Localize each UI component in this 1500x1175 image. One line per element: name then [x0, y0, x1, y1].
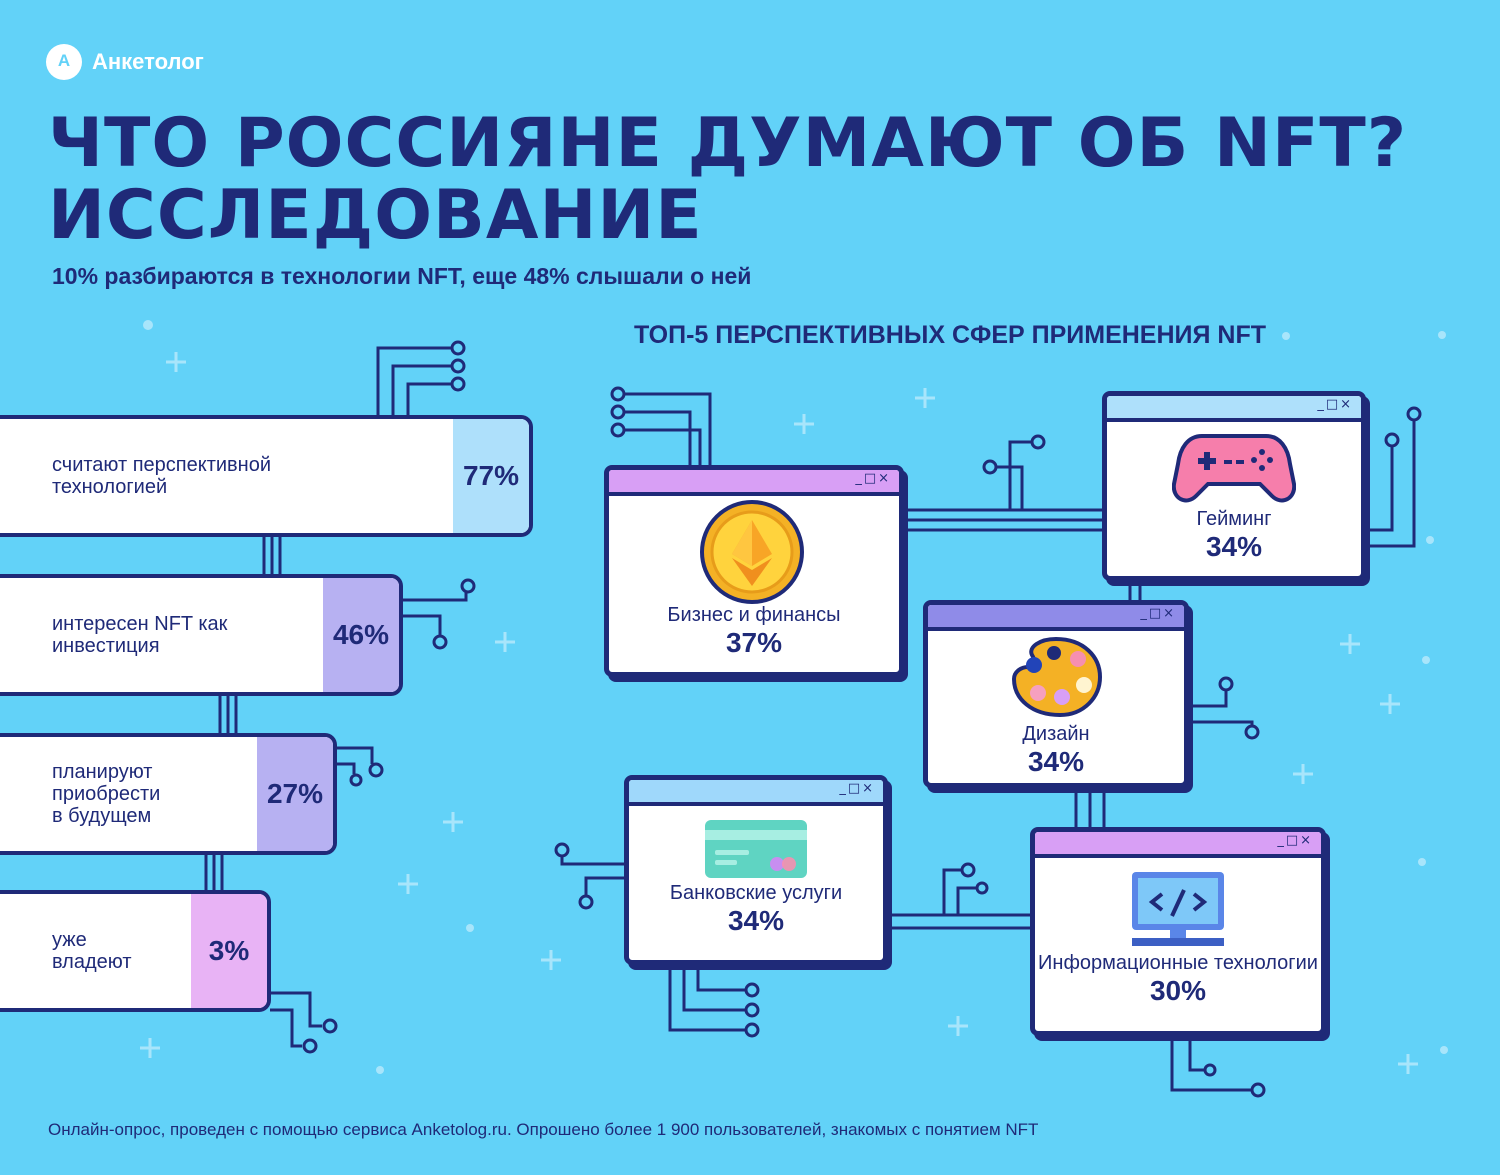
bar-label-line: владеют	[52, 951, 132, 973]
window-controls: _□×	[1140, 606, 1176, 621]
window-banking: _□× Банковские услуги 34%	[624, 775, 888, 965]
bar-label-line: считают перспективной	[52, 454, 272, 476]
window-value: 30%	[1149, 975, 1207, 1006]
window-body: Гейминг 34%	[1107, 422, 1361, 563]
bar-label: интересен NFT как инвестиция	[0, 578, 323, 692]
bar-value: 3%	[191, 894, 267, 1008]
brand: Анкетолог	[46, 44, 204, 80]
window-label: Дизайн	[1022, 723, 1090, 745]
bar-label-line: в будущем	[52, 805, 152, 827]
window-titlebar: _□×	[928, 605, 1184, 631]
bar-label-line: технологией	[52, 476, 168, 498]
window-controls: _□×	[1277, 833, 1313, 848]
window-titlebar: _□×	[609, 470, 899, 496]
title-line-2: ИССЛЕДОВАНИЕ	[48, 176, 703, 255]
bar-label-line: уже	[52, 929, 87, 951]
title-line-1: ЧТО РОССИЯНЕ ДУМАЮТ ОБ NFT?	[48, 104, 1408, 183]
subtitle: 10% разбираются в технологии NFT, еще 48…	[52, 263, 752, 289]
window-business-finance: _□× Бизнес и финансы 37%	[604, 465, 904, 677]
brand-name: Анкетолог	[92, 49, 204, 74]
bar-value: 77%	[453, 419, 529, 533]
bar-label: уже владеют	[0, 894, 191, 1008]
window-body: Бизнес и финансы 37%	[609, 496, 899, 659]
window-titlebar: _□×	[1035, 832, 1321, 858]
bar-value: 46%	[323, 578, 399, 692]
window-label: Информационные технологии	[1038, 952, 1318, 974]
window-value: 34%	[727, 905, 785, 936]
attitude-bar: считают перспективной технологией 77%	[0, 415, 533, 537]
window-label: Бизнес и финансы	[667, 604, 841, 626]
attitude-bar: уже владеют 3%	[0, 890, 271, 1012]
bar-label-line: приобрести	[52, 783, 161, 805]
window-body: Информационные технологии 30%	[1035, 858, 1321, 1007]
attitude-bar: планируют приобрести в будущем 27%	[0, 733, 337, 855]
bar-label-line: планируют	[52, 761, 153, 783]
bar-label: считают перспективной технологией	[0, 419, 453, 533]
window-body: Банковские услуги 34%	[629, 806, 883, 937]
anketolog-logo-icon	[46, 44, 82, 80]
window-titlebar: _□×	[629, 780, 883, 806]
bank-card-icon	[705, 820, 807, 878]
attitude-bar: интересен NFT как инвестиция 46%	[0, 574, 403, 696]
bar-label: планируют приобрести в будущем	[0, 737, 257, 851]
gamepad-icon	[1172, 434, 1296, 503]
ethereum-coin-icon	[700, 500, 804, 604]
bar-value: 27%	[257, 737, 333, 851]
footer-note: Онлайн-опрос, проведен с помощью сервиса…	[48, 1120, 1039, 1139]
window-it: _□× Информационные технологии 30%	[1030, 827, 1326, 1036]
bar-label-line: интересен NFT как	[52, 613, 228, 635]
window-value: 34%	[1027, 746, 1085, 777]
bar-label-line: инвестиция	[52, 635, 160, 657]
palette-icon	[1011, 636, 1103, 718]
code-monitor-icon	[1132, 872, 1224, 946]
window-body: Дизайн 34%	[928, 631, 1184, 778]
window-gaming: _□× Гейминг 34%	[1102, 391, 1366, 581]
window-value: 37%	[725, 627, 783, 658]
window-value: 34%	[1205, 531, 1263, 562]
window-controls: _□×	[839, 781, 875, 796]
window-design: _□× Дизайн 34%	[923, 600, 1189, 788]
window-controls: _□×	[1317, 397, 1353, 412]
page-title: ЧТО РОССИЯНЕ ДУМАЮТ ОБ NFT? ИССЛЕДОВАНИЕ	[48, 108, 1407, 252]
window-titlebar: _□×	[1107, 396, 1361, 422]
window-label: Банковские услуги	[669, 882, 843, 904]
window-controls: _□×	[855, 471, 891, 486]
top5-title: ТОП-5 ПЕРСПЕКТИВНЫХ СФЕР ПРИМЕНЕНИЯ NFT	[634, 321, 1267, 349]
window-label: Гейминг	[1196, 508, 1272, 530]
